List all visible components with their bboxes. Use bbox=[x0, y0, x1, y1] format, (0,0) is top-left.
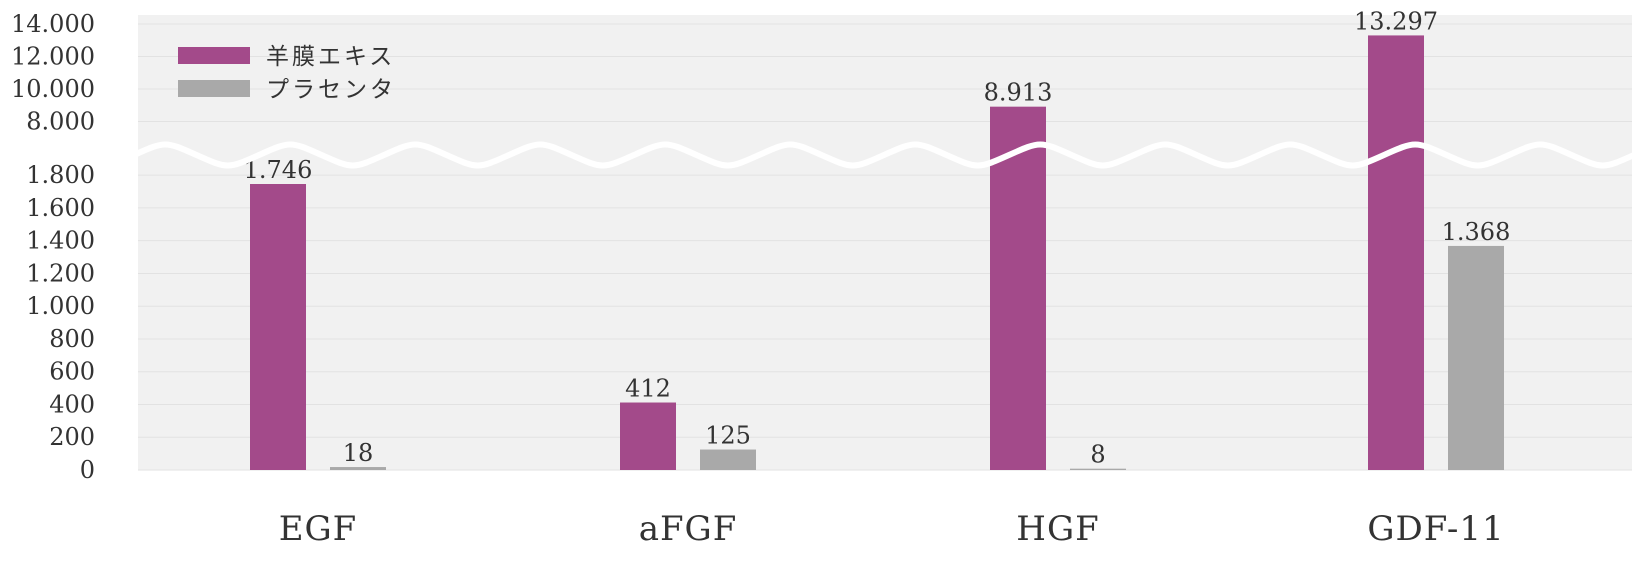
data-label: 18 bbox=[343, 439, 374, 467]
category-label: EGF bbox=[279, 509, 358, 549]
bar bbox=[990, 106, 1046, 470]
bar bbox=[330, 467, 386, 470]
bar bbox=[250, 184, 306, 471]
data-label: 412 bbox=[625, 375, 671, 403]
y-tick-label: 200 bbox=[49, 423, 95, 451]
y-tick-label: 12.000 bbox=[11, 43, 95, 71]
y-tick-label: 600 bbox=[49, 358, 95, 386]
data-label: 1.746 bbox=[244, 156, 313, 184]
bar bbox=[700, 449, 756, 470]
data-label: 125 bbox=[705, 422, 751, 450]
y-tick-label: 1.400 bbox=[26, 227, 95, 255]
axis-break-wave bbox=[132, 141, 1632, 169]
y-tick-label: 1.200 bbox=[26, 259, 95, 287]
data-label: 13.297 bbox=[1354, 7, 1438, 35]
bar bbox=[620, 402, 676, 470]
bar bbox=[1070, 468, 1126, 470]
legend-swatch bbox=[178, 80, 250, 97]
legend-label: 羊膜エキス bbox=[266, 44, 395, 70]
y-tick-label: 1.800 bbox=[26, 161, 95, 189]
category-label: GDF-11 bbox=[1367, 509, 1504, 549]
y-tick-label: 1.600 bbox=[26, 194, 95, 222]
data-label: 8 bbox=[1090, 441, 1105, 469]
y-tick-label: 10.000 bbox=[11, 75, 95, 103]
bar bbox=[1448, 245, 1504, 470]
bar bbox=[1368, 35, 1424, 470]
y-tick-label: 0 bbox=[80, 456, 95, 484]
y-tick-label: 1.000 bbox=[26, 292, 95, 320]
y-tick-label: 8.000 bbox=[26, 108, 95, 136]
y-tick-label: 800 bbox=[49, 325, 95, 353]
legend-swatch bbox=[178, 47, 250, 64]
data-label: 8.913 bbox=[984, 79, 1053, 107]
y-tick-label: 14.000 bbox=[11, 10, 95, 38]
category-label: aFGF bbox=[639, 509, 738, 549]
y-tick-label: 400 bbox=[49, 390, 95, 418]
legend-label: プラセンタ bbox=[266, 77, 396, 103]
category-label: HGF bbox=[1016, 509, 1099, 549]
data-label: 1.368 bbox=[1442, 218, 1511, 246]
